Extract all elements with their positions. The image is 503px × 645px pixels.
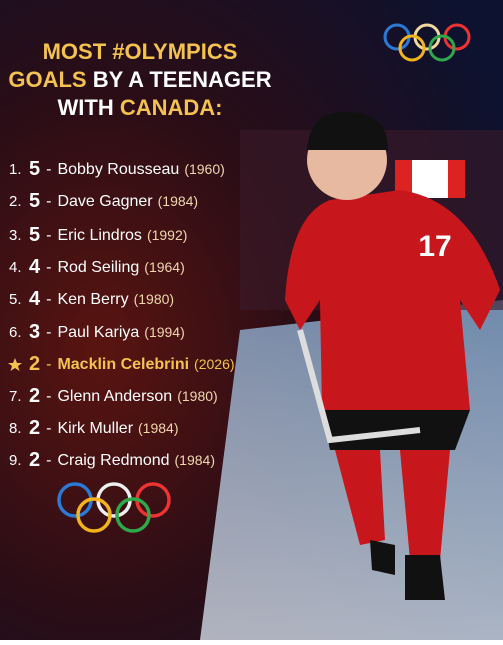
list-row: 3. 5- Eric Lindros (1992) (9, 224, 187, 246)
year: (1980) (134, 291, 174, 307)
separator: - (46, 356, 51, 373)
player-name: Craig Redmond (57, 452, 169, 469)
list-row: 2. 5- Dave Gagner (1984) (9, 190, 198, 212)
list-row: 7. 2- Glenn Anderson (1980) (9, 385, 218, 407)
title-segment: GOALS (8, 67, 86, 92)
player-name: Rod Seiling (57, 259, 139, 276)
row-text: 2- Craig Redmond (1984) (29, 449, 215, 471)
rank: 4. (9, 259, 22, 276)
goals: 5 (29, 158, 40, 180)
row-text: 2- Kirk Muller (1984) (29, 417, 178, 439)
goals: 3 (29, 321, 40, 343)
goals: 2 (29, 417, 40, 439)
separator: - (46, 259, 51, 276)
rank: 6. (9, 324, 22, 341)
year: (1960) (184, 161, 224, 177)
rank: 8. (9, 420, 22, 437)
list-row: 4. 4- Rod Seiling (1964) (9, 256, 185, 278)
separator: - (46, 420, 51, 437)
player-name: Ken Berry (57, 291, 128, 308)
title-segment: WITH (58, 95, 120, 120)
list-row: 8. 2- Kirk Muller (1984) (9, 417, 178, 439)
year: (1984) (175, 452, 215, 468)
star-icon (8, 358, 22, 371)
goals: 2 (29, 385, 40, 407)
title: MOST #OLYMPICS GOALS BY A TEENAGER WITH CA… (8, 39, 271, 120)
goal-list: 1. 5- Bobby Rousseau (1960)2. 5- Dave Gagner(… (8, 158, 235, 471)
separator: - (46, 291, 51, 308)
rank: 7. (9, 388, 22, 405)
row-text: 5- Bobby Rousseau (1960) (29, 158, 225, 180)
separator: - (46, 452, 51, 469)
separator: - (46, 227, 51, 244)
goals: 5 (29, 224, 40, 246)
player-name: Paul Kariya (57, 324, 139, 341)
player-name: Dave Gagner (57, 193, 153, 210)
list-row: 9. 2- Craig Redmond (1984) (9, 449, 215, 471)
year: (1984) (158, 193, 198, 209)
player-name: Macklin Celebrini (57, 356, 189, 373)
player-name: Kirk Muller (57, 420, 133, 437)
flag-white (412, 160, 448, 198)
goals: 2 (29, 449, 40, 471)
title-segment: MOST #OLYMPICS (43, 39, 238, 64)
separator: - (46, 324, 51, 341)
year: (2026) (194, 356, 234, 372)
row-text: 5- Dave Gagner (1984) (29, 190, 198, 212)
olympic-rings-top (383, 23, 471, 62)
player: 17 (285, 111, 500, 600)
row-text: 5- Eric Lindros (1992) (29, 224, 187, 246)
title-line: MOST #OLYMPICS (43, 39, 238, 64)
separator: - (46, 193, 51, 210)
row-text: 3- Paul Kariya (1994) (29, 321, 185, 343)
goals: 2 (29, 353, 40, 375)
title-line: WITH CANADA: (58, 95, 223, 120)
rank: 9. (9, 452, 22, 469)
title-line: GOALS BY A TEENAGER (8, 67, 271, 92)
player-name: Eric Lindros (57, 227, 141, 244)
player-name: Bobby Rousseau (57, 161, 179, 178)
list-row: 2- Macklin Celebrini (2026) (8, 353, 235, 375)
rank: 1. (9, 161, 22, 178)
rank: 3. (9, 227, 22, 244)
year: (1984) (138, 420, 178, 436)
rank: 2. (9, 193, 22, 210)
separator: - (46, 161, 51, 178)
goals: 5 (29, 190, 40, 212)
player-name: Glenn Anderson (57, 388, 172, 405)
goals: 4 (29, 288, 41, 310)
title-segment: BY A TEENAGER (87, 67, 272, 92)
goals: 4 (29, 256, 41, 278)
list-row: 6. 3- Paul Kariya (1994) (9, 321, 185, 343)
jersey-number: 17 (418, 230, 451, 263)
row-text: 4- Ken Berry (1980) (29, 288, 174, 310)
list-row: 5. 4- Ken Berry (1980) (9, 288, 174, 310)
year: (1980) (177, 388, 217, 404)
year: (1992) (147, 227, 187, 243)
olympic-rings-bottom (57, 482, 171, 533)
list-row: 1. 5- Bobby Rousseau (1960) (9, 158, 225, 180)
separator: - (46, 388, 51, 405)
row-text: 4- Rod Seiling (1964) (29, 256, 185, 278)
row-text: 2- Macklin Celebrini (2026) (29, 353, 235, 375)
row-text: 2- Glenn Anderson (1980) (29, 385, 218, 407)
title-segment: CANADA: (120, 95, 223, 120)
year: (1994) (144, 324, 184, 340)
year: (1964) (144, 259, 184, 275)
rank: 5. (9, 291, 22, 308)
